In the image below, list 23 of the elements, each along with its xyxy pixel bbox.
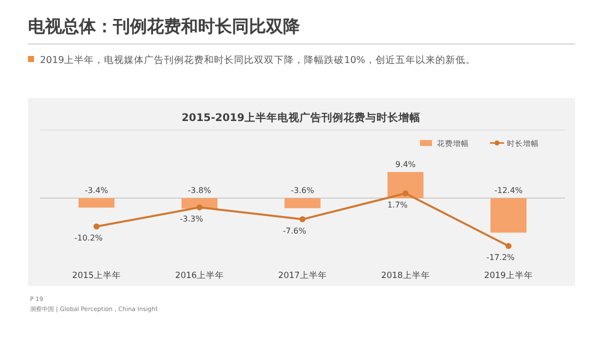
data-label: -3.4% (84, 186, 108, 196)
data-label: 1.7% (387, 200, 408, 210)
point (506, 243, 512, 249)
data-label: -17.2% (486, 253, 516, 262)
data-label: 9.4% (395, 160, 416, 169)
text: 2019上半年，电视媒体广告刊例花费和时长同比双双下降，降幅跌破10%，创近五年以来的新低。 (40, 54, 476, 66)
point (94, 224, 100, 230)
text: 电视总体：刊例花费和时长同比双降 (28, 17, 301, 37)
point (402, 190, 408, 196)
data-label: -12.4% (494, 186, 524, 196)
data-label: -7.6% (282, 226, 306, 236)
point (300, 216, 306, 222)
x-tick-label: 2018上半年 (381, 270, 430, 281)
x-tick-label: 2015上半年 (72, 270, 121, 281)
x-tick-label: 2019上半年 (484, 270, 533, 281)
x-tick-label: 2016上半年 (175, 270, 224, 281)
x-tick-label: 2017上半年 (278, 270, 327, 281)
chart-title: 2015-2019上半年电视广告刊例花费与时长增幅 (182, 111, 420, 124)
data-label: -3.3% (180, 214, 204, 224)
data-label: -10.2% (74, 234, 104, 243)
data-label: -3.8% (188, 186, 212, 196)
data-label: -3.6% (290, 186, 314, 196)
point (196, 204, 202, 210)
